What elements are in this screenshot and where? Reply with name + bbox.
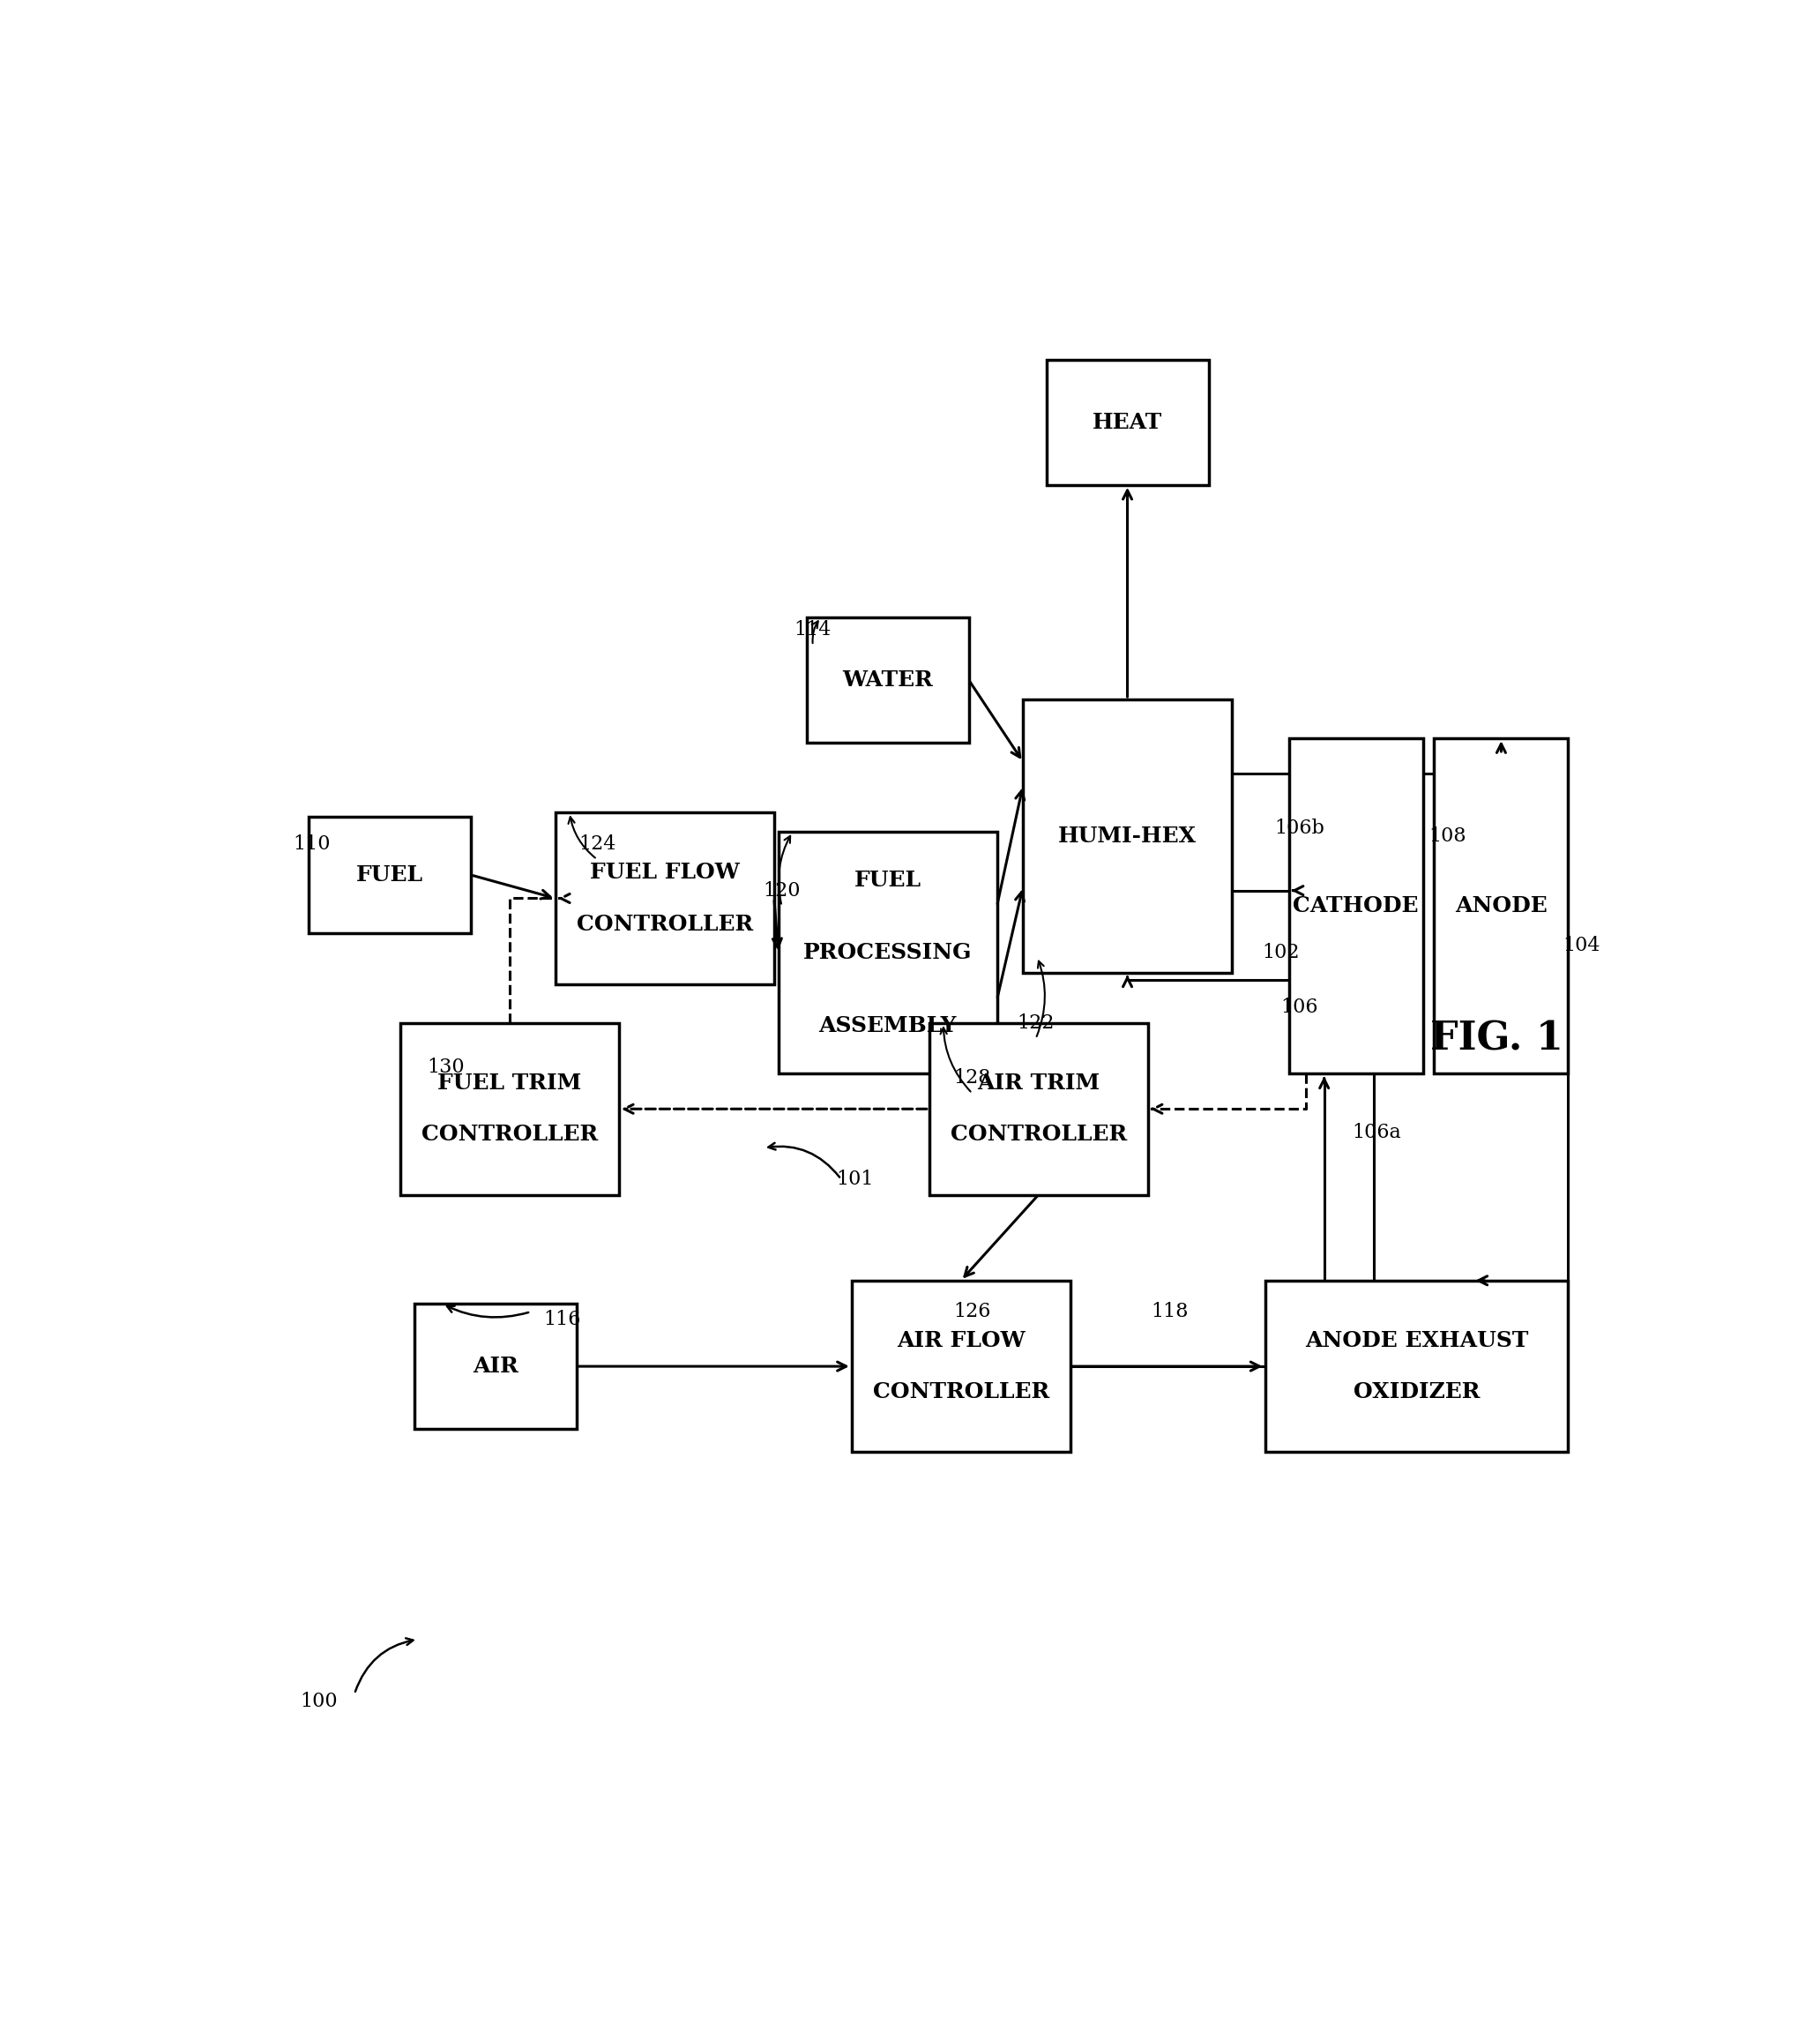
Text: 122: 122 [1017,1013,1054,1033]
Text: 110: 110 [293,835,331,853]
Bar [309,816,471,934]
Bar [415,1305,577,1428]
Text: 128: 128 [954,1068,990,1088]
Bar [1265,1280,1569,1453]
Text: 114: 114 [794,620,832,640]
Text: FUEL TRIM: FUEL TRIM [437,1072,582,1094]
Text: 130: 130 [428,1058,464,1076]
Text: FIG. 1: FIG. 1 [1431,1019,1563,1058]
Text: AIR TRIM: AIR TRIM [977,1072,1099,1094]
Text: FUEL: FUEL [357,865,424,885]
Text: 106b: 106b [1274,819,1325,839]
Text: CATHODE: CATHODE [1292,895,1420,916]
Bar [1023,699,1232,972]
Bar [1434,737,1569,1074]
Text: 104: 104 [1563,936,1600,954]
Text: 116: 116 [542,1311,581,1329]
Text: WATER: WATER [843,669,934,691]
Text: OXIDIZER: OXIDIZER [1354,1382,1480,1402]
Text: 120: 120 [763,881,801,900]
Bar [555,812,774,985]
Bar [400,1023,619,1195]
Bar [930,1023,1148,1195]
Text: ANODE EXHAUST: ANODE EXHAUST [1305,1329,1529,1351]
Text: 118: 118 [1150,1303,1188,1321]
Bar [806,618,968,742]
Text: ANODE: ANODE [1454,895,1547,916]
Text: PROCESSING: PROCESSING [803,942,972,964]
Text: CONTROLLER: CONTROLLER [420,1124,599,1145]
Bar [852,1280,1070,1453]
Text: 108: 108 [1429,827,1467,845]
Bar [1289,737,1423,1074]
Text: 102: 102 [1263,944,1299,962]
Bar [1046,361,1208,484]
Text: 124: 124 [579,835,615,853]
Text: FUEL: FUEL [854,869,921,891]
Text: AIR: AIR [473,1355,519,1378]
Text: 106: 106 [1281,999,1318,1017]
Text: 106a: 106a [1352,1122,1401,1143]
Text: HUMI-HEX: HUMI-HEX [1057,825,1198,847]
Text: CONTROLLER: CONTROLLER [577,914,753,934]
Text: HEAT: HEAT [1092,411,1163,434]
Text: FUEL FLOW: FUEL FLOW [590,861,739,883]
Bar [779,833,997,1074]
Text: 100: 100 [300,1692,339,1712]
Text: 101: 101 [837,1169,874,1189]
Text: CONTROLLER: CONTROLLER [872,1382,1050,1402]
Text: 126: 126 [954,1303,990,1321]
Text: AIR FLOW: AIR FLOW [897,1329,1025,1351]
Text: ASSEMBLY: ASSEMBLY [819,1015,957,1035]
Text: CONTROLLER: CONTROLLER [950,1124,1127,1145]
